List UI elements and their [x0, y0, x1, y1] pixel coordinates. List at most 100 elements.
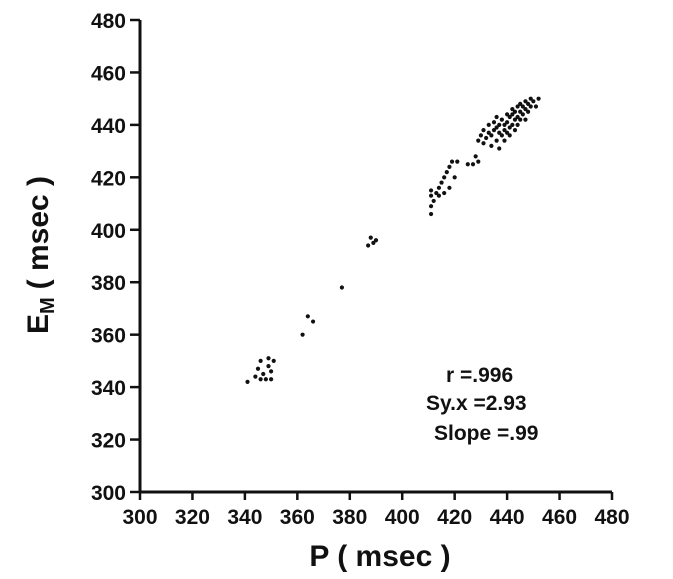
data-point: [512, 109, 518, 114]
data-point: [310, 319, 316, 324]
data-point: [305, 314, 310, 319]
data-point: [525, 109, 531, 114]
data-point: [510, 122, 515, 127]
x-tick-label: 360: [280, 506, 315, 529]
data-point: [497, 146, 502, 151]
data-point: [439, 180, 444, 185]
data-point: [510, 112, 515, 117]
data-point: [507, 133, 512, 138]
data-points: [245, 96, 541, 384]
y-tick-label: 440: [91, 115, 126, 138]
data-point: [499, 133, 504, 138]
data-point: [489, 133, 494, 138]
y-tick-label: 480: [91, 10, 126, 33]
data-point: [515, 104, 520, 109]
data-point: [269, 377, 274, 382]
y-tick-label: 340: [91, 377, 126, 400]
data-point: [368, 235, 373, 240]
data-point: [371, 240, 376, 245]
data-point: [489, 143, 494, 148]
data-point: [515, 122, 520, 127]
data-point: [518, 109, 523, 114]
data-point: [444, 169, 449, 175]
data-point: [520, 104, 525, 109]
data-point: [497, 130, 502, 135]
y-axis-title-main: E: [22, 314, 55, 334]
x-axis-title: P ( msec ): [309, 540, 450, 573]
data-point: [258, 358, 263, 363]
data-point: [447, 164, 452, 169]
data-point: [494, 125, 499, 130]
data-point: [502, 122, 507, 127]
data-point: [428, 204, 434, 209]
data-point: [520, 112, 525, 117]
data-point: [266, 356, 271, 361]
data-point: [263, 377, 268, 382]
x-tick-label: 380: [332, 506, 367, 529]
data-point: [525, 101, 531, 107]
data-point: [523, 117, 528, 122]
data-point: [512, 128, 518, 133]
data-point: [507, 114, 512, 120]
y-axis-title-subscript: M: [37, 297, 59, 314]
data-point: [491, 128, 497, 133]
data-point: [245, 379, 250, 384]
y-tick-label: 380: [91, 272, 126, 295]
annotation-slope: Slope =.99: [434, 422, 538, 445]
data-point: [518, 101, 523, 107]
data-point: [449, 159, 455, 164]
data-point: [515, 114, 520, 120]
data-point: [373, 238, 379, 243]
data-point: [436, 193, 442, 198]
data-point: [523, 107, 528, 112]
data-point: [269, 369, 274, 374]
data-point: [258, 377, 263, 382]
data-point: [486, 122, 491, 127]
y-tick-label: 360: [91, 325, 126, 348]
data-point: [486, 130, 491, 135]
y-tick-label: 300: [91, 482, 126, 505]
data-point: [481, 141, 486, 146]
x-tick-label: 340: [227, 506, 262, 529]
data-point: [431, 198, 436, 204]
x-tick-label: 320: [175, 506, 210, 529]
data-point: [484, 135, 489, 141]
data-point: [491, 120, 497, 125]
x-ticks: 300 320 340 360 380 400 420 440 460 480: [122, 492, 630, 529]
data-point: [478, 133, 483, 138]
data-point: [473, 154, 478, 159]
annotation-r: r =.996: [446, 364, 513, 387]
data-point: [476, 159, 481, 164]
data-point: [528, 104, 533, 109]
y-tick-label: 460: [91, 62, 126, 85]
data-point: [339, 285, 345, 290]
data-point: [442, 190, 447, 196]
data-point: [465, 162, 470, 167]
x-tick-label: 440: [490, 506, 525, 529]
data-point: [494, 114, 499, 120]
data-point: [507, 125, 512, 130]
data-point: [300, 332, 305, 337]
y-axis-title: EM ( msec ): [22, 176, 59, 334]
data-point: [505, 120, 510, 125]
data-point: [428, 211, 434, 217]
data-point: [271, 358, 276, 363]
data-point: [497, 122, 502, 127]
data-point: [447, 185, 452, 190]
data-point: [253, 374, 258, 379]
axes: [138, 20, 612, 494]
x-tick-label: 420: [437, 506, 472, 529]
data-point: [505, 130, 510, 135]
data-point: [518, 117, 523, 122]
data-point: [428, 193, 434, 198]
data-point: [505, 112, 510, 117]
data-point: [455, 159, 460, 164]
data-point: [470, 162, 476, 167]
annotation-syx: Sy.x =2.93: [426, 392, 527, 415]
data-point: [533, 104, 539, 109]
data-point: [428, 188, 434, 193]
data-point: [452, 175, 457, 180]
x-tick-label: 480: [594, 506, 629, 529]
data-point: [266, 364, 271, 369]
data-point: [261, 371, 266, 377]
